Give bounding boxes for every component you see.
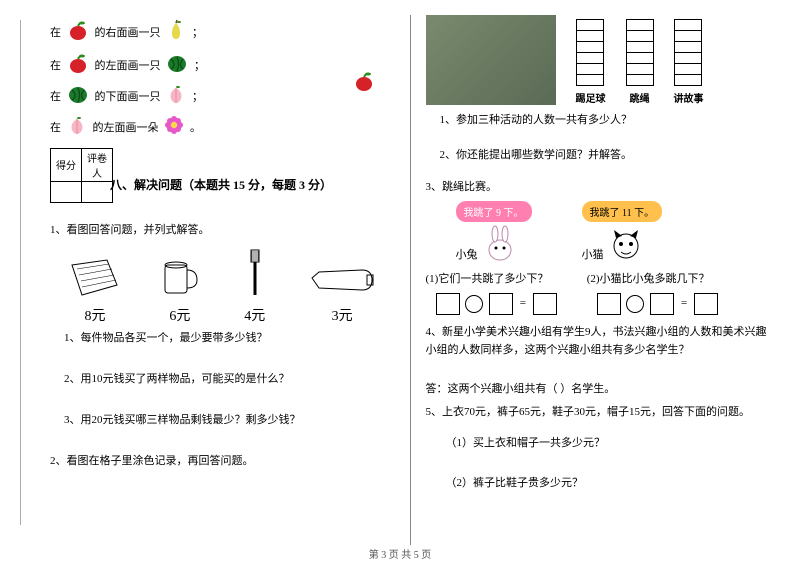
q5-1: （1）买上衣和帽子一共多少元？ (446, 434, 771, 453)
right-sub2: 2、你还能提出哪些数学问题？并解答。 (440, 146, 771, 165)
eq-right-q: (2)小猫比小兔多跳几下？ (587, 270, 718, 289)
grader-cell[interactable] (82, 181, 113, 202)
binding-line (20, 20, 21, 525)
text: 的下面画一只 (95, 91, 161, 103)
pear-icon (166, 19, 186, 48)
peach-icon (67, 115, 87, 142)
apple-icon (353, 70, 375, 95)
right-column: 踢足球 跳绳 讲故事 1、参加三种活动的人数一共有多少人？ 2、你还能提出哪些数… (411, 15, 771, 545)
section-8-title: 八、解决问题（本题共 15 分，每题 3 分） (110, 175, 332, 195)
text: ； (192, 27, 203, 39)
bar-col-story: 讲故事 (674, 20, 704, 105)
item-cup: 6元 (157, 255, 202, 325)
subq-3: 3、用20元钱买哪三样物品剩钱最少？剩多少钱？ (64, 411, 395, 430)
right-sub1: 1、参加三种活动的人数一共有多少人？ (440, 111, 771, 130)
price: 4元 (237, 305, 272, 325)
text: 的左面画一只 (95, 60, 161, 72)
subq-1: 1、每件物品各买一个，最少要带多少钱？ (64, 329, 395, 348)
cat-icon (606, 224, 646, 262)
cat-bubble: 我跳了 11 下。 (582, 201, 663, 222)
eq-box[interactable] (694, 293, 718, 315)
page-footer: 第 3 页 共 5 页 (0, 546, 800, 561)
eq-op[interactable] (626, 295, 644, 313)
text: 的左面画一朵 (93, 122, 159, 134)
dir-line-1: 在 的右面画一只 ； (50, 19, 395, 48)
eq-left-q: (1)它们一共跳了多少下？ (426, 270, 557, 289)
price: 6元 (157, 305, 202, 325)
text: 在 (50, 122, 61, 134)
eq-box[interactable] (597, 293, 621, 315)
eq-box[interactable] (436, 293, 460, 315)
grader-header: 评卷人 (82, 148, 113, 181)
watermelon-icon (166, 53, 188, 80)
rabbit-icon (480, 224, 520, 262)
bar-col-football: 踢足球 (576, 20, 606, 105)
score-cell[interactable] (51, 181, 82, 202)
eq-right-group: (2)小猫比小兔多跳几下？ = (587, 266, 718, 315)
peach-icon (166, 84, 186, 111)
text: ； (194, 60, 205, 72)
left-column: 在 的右面画一只 ； 在 的左面画一只 ； 在 (50, 15, 411, 545)
price: 3元 (307, 305, 377, 325)
q5-2: （2）裤子比鞋子贵多少元？ (446, 474, 771, 493)
rabbit-bubble: 我跳了 9 下。 (456, 201, 532, 222)
q4-answer: 答：这两个兴趣小组共有（ ）名学生。 (426, 380, 771, 399)
text: ； (192, 91, 203, 103)
price: 8元 (67, 305, 122, 325)
eq-box[interactable] (533, 293, 557, 315)
q5: 5、上衣70元，裤子65元，鞋子30元，帽子15元，回答下面的问题。 (426, 403, 771, 422)
text: 在 (50, 91, 61, 103)
cat-group: 我跳了 11 下。 小猫 (582, 201, 663, 262)
bar-label: 跳绳 (626, 90, 654, 105)
apple-icon (67, 19, 89, 48)
bar-label: 踢足球 (576, 90, 606, 105)
items-row: 8元 6元 4元 3元 (50, 245, 395, 325)
q2: 2、看图在格子里涂色记录，再回答问题。 (50, 452, 395, 471)
apple-icon (67, 52, 89, 81)
q4: 4、新星小学美术兴趣小组有学生9人，书法兴趣小组的人数和美术兴趣小组的人数同样多… (426, 323, 771, 360)
text: 的右面画一只 (95, 27, 161, 39)
eq-box[interactable] (650, 293, 674, 315)
text: 在 (50, 27, 61, 39)
bar-label: 讲故事 (674, 90, 704, 105)
watermelon-icon (67, 84, 89, 111)
item-toothbrush: 4元 (237, 245, 272, 325)
score-header: 得分 (51, 148, 82, 181)
eq-op[interactable] (465, 295, 483, 313)
text: 。 (190, 122, 201, 134)
flower-icon (164, 115, 184, 142)
q1-intro: 1、看图回答问题，并列式解答。 (50, 221, 395, 240)
item-towel: 8元 (67, 255, 122, 325)
bar-col-jumprope: 跳绳 (626, 20, 654, 105)
tally-grid: 踢足球 跳绳 讲故事 (576, 20, 704, 105)
dir-line-2: 在 的左面画一只 ； (50, 52, 395, 81)
item-toothpaste: 3元 (307, 260, 377, 325)
eq-box[interactable] (489, 293, 513, 315)
q3: 3、跳绳比赛。 (426, 178, 771, 197)
activity-scene-image (426, 15, 556, 105)
subq-2: 2、用10元钱买了两样物品，可能买的是什么？ (64, 370, 395, 389)
eq-sign: = (520, 297, 526, 309)
dir-line-4: 在 的左面画一朵 。 (50, 115, 395, 142)
dir-line-3: 在 的下面画一只 ； (50, 84, 395, 111)
text: 在 (50, 60, 61, 72)
rabbit-group: 我跳了 9 下。 小兔 (456, 201, 532, 262)
score-table: 得分评卷人 (50, 148, 113, 203)
eq-sign: = (681, 297, 687, 309)
rabbit-label: 小兔 (456, 249, 478, 261)
cat-label: 小猫 (582, 249, 604, 261)
eq-left-group: (1)它们一共跳了多少下？ = (426, 266, 557, 315)
